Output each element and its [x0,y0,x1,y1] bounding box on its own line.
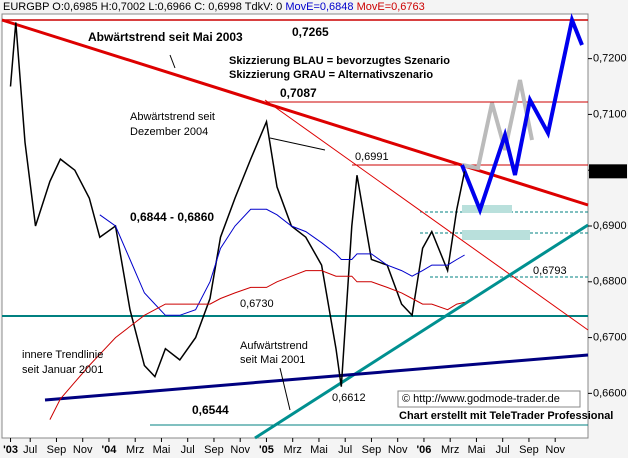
trend-line [254,223,589,440]
header-ma-red: MovE=0,6763 [357,1,425,13]
x-tick-label: Jul [496,444,510,456]
scenario-grey [461,79,534,171]
x-tick-label: Sep [362,444,382,456]
y-tick-label: 0,6800 [593,276,627,288]
x-tick-label: Mai [468,444,486,456]
zone [462,205,512,213]
trend-line [44,353,589,402]
moving-average [49,270,465,420]
header-ohlc: EURGBP O:0,6985 H:0,7002 L:0,6966 C: 0,6… [3,1,282,13]
annotation: Skizzierung BLAU = bevorzugtes Szenario [229,55,450,67]
x-tick-label: Mrz [284,444,302,456]
annotations: Abwärtstrend seit Mai 2003 0,7265 0,7087… [22,25,613,422]
annotation: 0,7087 [280,86,317,100]
last-price-box [589,164,627,179]
scenario-blue [460,13,584,216]
drawings [1,13,589,440]
annotation: Abwärtstrend seit Mai 2003 [88,30,243,44]
annotation: 0,6991 [355,151,389,163]
x-tick-label: '04 [102,444,118,456]
trend-line [264,99,589,331]
x-tick-label: Jul [23,444,37,456]
annotation: 0,6844 - 0,6860 [130,210,214,224]
arrow [169,54,176,69]
annotation: Abwärtstrend seit [130,111,215,123]
x-tick-label: Mrz [441,444,459,456]
moving-average [99,208,465,316]
x-tick-label: Nov [230,444,250,456]
credit: © http://www.godmode-trader.de [402,393,560,405]
plot-area [1,13,589,439]
annotation: 0,7265 [292,25,329,39]
y-tick-label: 0,6900 [593,220,627,232]
price-line [9,22,466,387]
annotation: Skizzierung GRAU = Alternativszenario [229,69,433,81]
y-tick-label: 0,7100 [593,108,627,120]
x-tick-label: '03 [3,444,18,456]
header-ma-blue: MovE=0,6848 [285,1,353,13]
x-tick-label: '06 [417,444,432,456]
series [9,22,466,420]
x-tick-label: Nov [73,444,93,456]
annotation: Aufwärtstrend [240,340,308,352]
last-price-label: 0,6998 [592,165,626,177]
credit: Chart erstellt mit TeleTrader Profession… [399,410,613,422]
credit-box [397,390,581,408]
y-tick-label: 0,7200 [593,53,627,65]
annotation: Dezember 2004 [130,126,208,138]
y-tick-label: 0,6700 [593,331,627,343]
header: EURGBP O:0,6985 H:0,7002 L:0,6966 C: 0,6… [3,1,425,13]
x-tick-label: Sep [204,444,224,456]
x-tick-label: Mai [153,444,171,456]
annotation: 0,6793 [533,265,567,277]
annotation: 0,6544 [192,403,229,417]
x-tick-label: Nov [388,444,408,456]
x-tick-label: '05 [259,444,274,456]
x-tick-label: Sep [47,444,67,456]
annotation: innere Trendlinie [22,349,103,361]
x-tick-label: Jul [181,444,195,456]
note-box [226,52,462,82]
annotation: 0,6730 [240,298,274,310]
x-tick-label: Sep [519,444,539,456]
annotation: seit Mai 2001 [240,354,305,366]
annotation: 0,6612 [332,392,366,404]
arrow [279,367,291,411]
zone [462,230,530,240]
x-tick-label: Mai [310,444,328,456]
x-tick-label: Jul [338,444,352,456]
arrow [269,137,326,151]
y-tick-label: 0,6600 [593,387,627,399]
x-tick-label: Nov [545,444,565,456]
annotation: seit Januar 2001 [22,364,103,376]
x-tick-label: Mrz [126,444,144,456]
